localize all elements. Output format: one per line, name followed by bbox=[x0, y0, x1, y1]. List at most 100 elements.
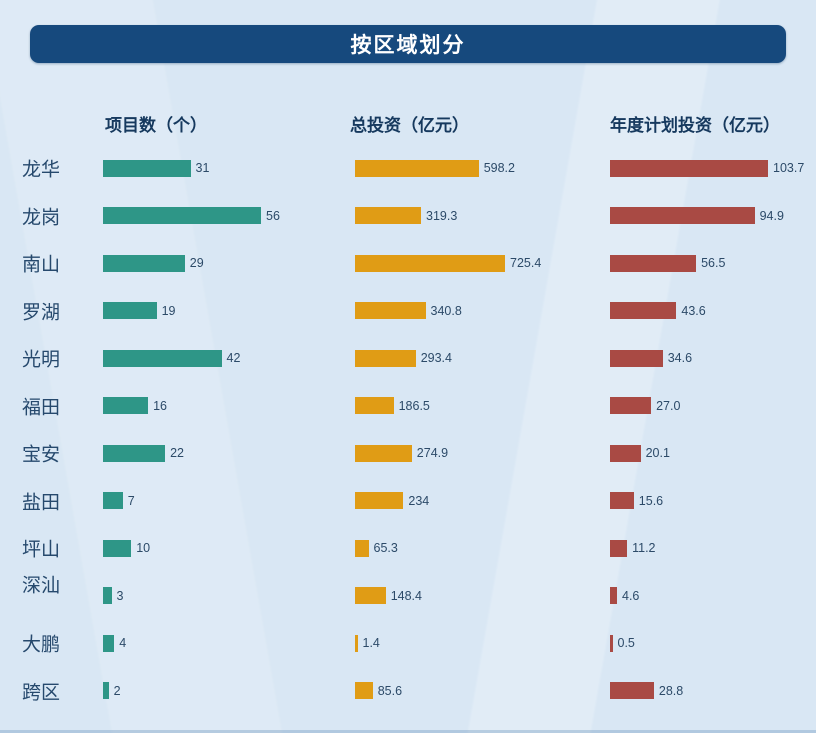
bar-projects bbox=[103, 397, 149, 414]
bar-projects bbox=[103, 492, 123, 509]
value-label-total_investment: 598.2 bbox=[483, 161, 515, 175]
value-label-total_investment: 65.3 bbox=[373, 541, 398, 555]
chart-row: 光明 42 293.4 34.6 bbox=[0, 349, 816, 371]
value-label-annual_investment: 0.5 bbox=[617, 636, 635, 650]
bar-projects bbox=[103, 587, 112, 604]
bar-cell-projects: 19 bbox=[103, 302, 176, 319]
bar-annual_investment bbox=[610, 397, 652, 414]
bar-total_investment bbox=[355, 254, 505, 272]
bar-annual_investment bbox=[610, 444, 641, 462]
bar-cell-total_investment: 1.4 bbox=[355, 634, 380, 652]
region-label: 南山 bbox=[22, 254, 61, 276]
bar-cell-annual_investment: 11.2 bbox=[610, 539, 656, 557]
region-label: 大鹏 bbox=[22, 634, 61, 656]
bar-projects bbox=[103, 254, 185, 272]
bar-cell-annual_investment: 28.8 bbox=[610, 682, 683, 699]
bar-cell-total_investment: 319.3 bbox=[355, 207, 457, 224]
chart-row: 福田 16 186.5 27.0 bbox=[0, 397, 816, 418]
value-label-total_investment: 186.5 bbox=[398, 398, 430, 413]
bar-cell-projects: 42 bbox=[103, 349, 240, 367]
bar-projects bbox=[103, 444, 166, 462]
bar-cell-annual_investment: 56.5 bbox=[610, 254, 725, 272]
bar-annual_investment bbox=[610, 254, 697, 272]
bar-total_investment bbox=[355, 302, 426, 319]
value-label-annual_investment: 103.7 bbox=[773, 161, 805, 175]
value-label-total_investment: 293.4 bbox=[420, 351, 452, 365]
column-header-annual-investment: 年度计划投资（亿元） bbox=[610, 116, 780, 135]
bar-projects bbox=[103, 539, 132, 557]
chart-row: 罗湖 19 340.8 43.6 bbox=[0, 302, 816, 323]
value-label-total_investment: 1.4 bbox=[362, 636, 380, 650]
bar-cell-projects: 2 bbox=[103, 682, 121, 699]
region-label: 龙岗 bbox=[22, 207, 61, 228]
bar-cell-annual_investment: 4.6 bbox=[610, 587, 639, 604]
value-label-projects: 31 bbox=[195, 161, 210, 175]
bar-total_investment bbox=[355, 159, 479, 177]
value-label-annual_investment: 34.6 bbox=[667, 351, 693, 365]
value-label-projects: 10 bbox=[136, 541, 151, 555]
bar-annual_investment bbox=[610, 159, 768, 177]
bar-total_investment bbox=[355, 444, 412, 462]
bar-projects bbox=[103, 207, 261, 224]
bar-total_investment bbox=[355, 682, 373, 699]
value-label-total_investment: 340.8 bbox=[430, 303, 462, 318]
bar-cell-annual_investment: 94.9 bbox=[610, 207, 784, 224]
region-label: 宝安 bbox=[22, 444, 61, 466]
value-label-total_investment: 274.9 bbox=[416, 446, 449, 460]
bar-cell-annual_investment: 43.6 bbox=[610, 302, 706, 319]
chart-row: 南山 29 725.4 56.5 bbox=[0, 254, 816, 276]
bar-total_investment bbox=[355, 207, 421, 224]
bar-projects bbox=[103, 302, 157, 319]
bar-annual_investment bbox=[610, 492, 634, 509]
value-label-annual_investment: 43.6 bbox=[681, 303, 706, 318]
bar-cell-total_investment: 725.4 bbox=[355, 254, 541, 272]
region-label: 福田 bbox=[22, 397, 61, 418]
bar-cell-annual_investment: 34.6 bbox=[610, 349, 693, 367]
value-label-projects: 29 bbox=[189, 256, 204, 270]
bar-annual_investment bbox=[610, 634, 613, 652]
chart-row: 宝安 22 274.9 20.1 bbox=[0, 444, 816, 466]
bar-annual_investment bbox=[610, 302, 677, 319]
value-label-projects: 16 bbox=[153, 398, 167, 413]
bar-annual_investment bbox=[610, 587, 617, 604]
chart-row: 大鹏 4 1.4 0.5 bbox=[0, 634, 816, 656]
chart-row: 坪山 10 65.3 11.2 bbox=[0, 539, 816, 561]
region-label: 坪山 bbox=[22, 539, 61, 561]
bar-cell-projects: 3 bbox=[103, 587, 123, 604]
chart-row: 龙岗 56 319.3 94.9 bbox=[0, 207, 816, 228]
value-label-annual_investment: 4.6 bbox=[622, 588, 640, 603]
value-label-projects: 56 bbox=[266, 208, 280, 223]
bar-cell-projects: 7 bbox=[103, 492, 135, 509]
chart-row: 深汕 3 148.4 4.6 bbox=[0, 575, 816, 604]
bar-total_investment bbox=[355, 397, 394, 414]
bar-cell-total_investment: 186.5 bbox=[355, 397, 430, 414]
bar-cell-annual_investment: 15.6 bbox=[610, 492, 663, 509]
column-header-total-investment: 总投资（亿元） bbox=[350, 116, 469, 135]
chart-row: 盐田 7 234 15.6 bbox=[0, 492, 816, 513]
bar-cell-total_investment: 234 bbox=[355, 492, 429, 509]
bar-cell-projects: 4 bbox=[103, 634, 126, 652]
bar-total_investment bbox=[355, 539, 369, 557]
value-label-projects: 19 bbox=[161, 303, 176, 318]
bar-cell-total_investment: 293.4 bbox=[355, 349, 452, 367]
value-label-projects: 7 bbox=[127, 493, 135, 508]
bar-projects bbox=[103, 682, 109, 699]
value-label-total_investment: 85.6 bbox=[377, 683, 403, 698]
bar-cell-annual_investment: 27.0 bbox=[610, 397, 680, 414]
value-label-annual_investment: 27.0 bbox=[656, 398, 681, 413]
chart-row: 跨区 2 85.6 28.8 bbox=[0, 682, 816, 703]
value-label-annual_investment: 20.1 bbox=[645, 446, 670, 460]
page-title: 按区域划分 bbox=[30, 25, 786, 63]
bar-total_investment bbox=[355, 634, 358, 652]
bar-cell-projects: 10 bbox=[103, 539, 151, 557]
value-label-projects: 2 bbox=[113, 683, 121, 698]
value-label-annual_investment: 28.8 bbox=[658, 683, 684, 698]
bar-annual_investment bbox=[610, 207, 755, 224]
bar-cell-projects: 31 bbox=[103, 159, 210, 177]
bar-annual_investment bbox=[610, 682, 654, 699]
value-label-projects: 22 bbox=[170, 446, 184, 460]
bar-cell-total_investment: 65.3 bbox=[355, 539, 398, 557]
bar-cell-total_investment: 274.9 bbox=[355, 444, 449, 462]
